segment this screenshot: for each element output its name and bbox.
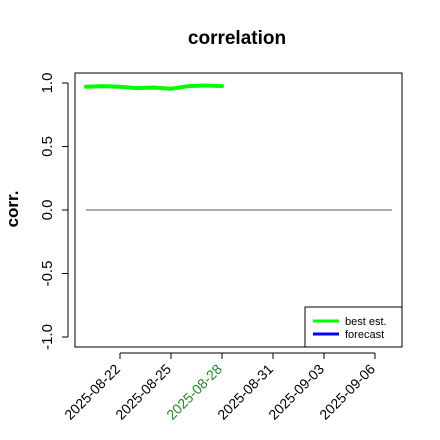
y-tick-label: -1.0	[39, 324, 56, 350]
y-tick-label: -0.5	[39, 261, 56, 287]
y-axis: -1.0 -0.5 0.0 0.5 1.0	[39, 73, 69, 350]
x-tick-label: 2025-09-06	[316, 361, 378, 423]
y-tick-label: 1.0	[39, 73, 56, 94]
series-line-best-est	[84, 83, 224, 91]
legend-box	[304, 306, 403, 348]
y-axis-label: corr.	[3, 191, 22, 228]
legend: best est. forecast	[304, 306, 403, 348]
y-tick-label: 0.5	[39, 136, 56, 157]
y-tick-label: 0.0	[39, 200, 56, 221]
legend-label-forecast: forecast	[345, 329, 384, 341]
plot-frame	[74, 72, 403, 348]
legend-label-best-est: best est.	[345, 316, 387, 328]
chart-title: correlation	[188, 28, 286, 49]
series-lines	[84, 83, 224, 91]
x-axis: 2025-08-222025-08-252025-08-282025-08-31…	[61, 352, 378, 423]
